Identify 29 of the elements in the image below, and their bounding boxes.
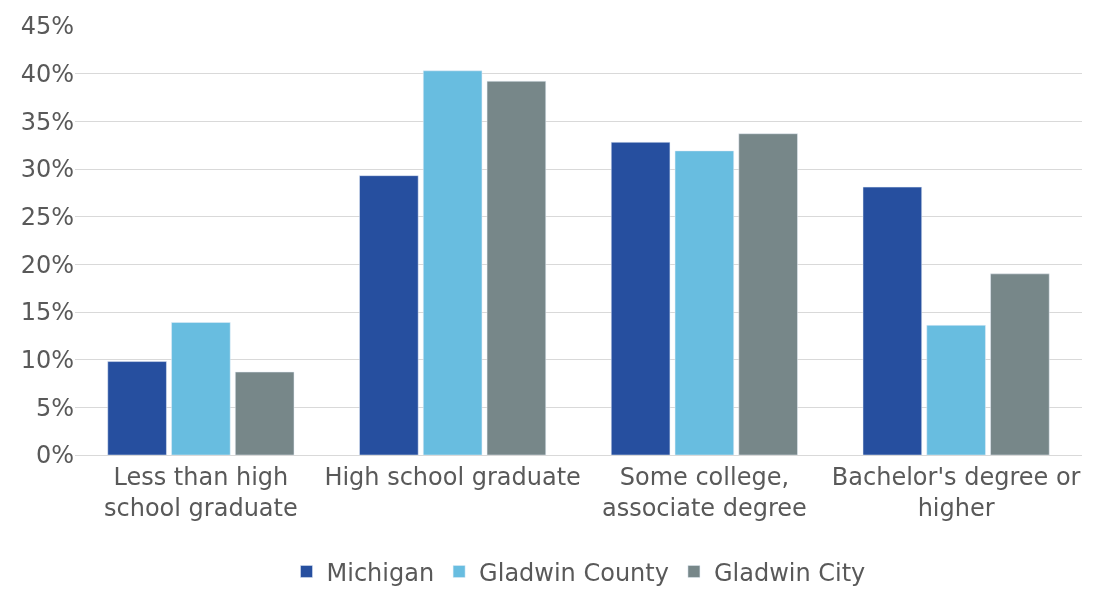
y-tick-label: 5% xyxy=(35,393,74,422)
bar xyxy=(611,142,671,455)
bar xyxy=(486,81,546,455)
x-tick-label: High school graduate xyxy=(324,462,581,491)
y-tick-label: 10% xyxy=(20,346,74,375)
bar xyxy=(107,361,167,455)
legend-label: Gladwin City xyxy=(713,558,866,587)
y-tick-label: 30% xyxy=(20,155,74,184)
y-tick-label: 45% xyxy=(20,12,74,41)
bar xyxy=(359,175,419,455)
y-tick-label: 25% xyxy=(20,203,74,232)
y-tick-label: 0% xyxy=(35,441,74,470)
bar xyxy=(171,322,231,455)
legend-label: Michigan xyxy=(326,558,435,587)
bar xyxy=(926,325,986,455)
y-tick-label: 40% xyxy=(20,60,74,89)
y-tick-label: 35% xyxy=(20,107,74,136)
legend-label: Gladwin County xyxy=(479,558,669,587)
x-tick-label: Bachelor's degree or higher xyxy=(831,462,1081,522)
y-tick-label: 20% xyxy=(20,250,74,279)
bar xyxy=(738,133,798,455)
bar xyxy=(674,150,734,455)
bar xyxy=(423,70,483,455)
bar xyxy=(862,186,922,455)
bar xyxy=(990,273,1050,455)
y-tick-label: 15% xyxy=(20,298,74,327)
bar xyxy=(235,371,295,455)
x-tick-label: Some college, associate degree xyxy=(601,462,807,522)
x-tick-label: Less than high school graduate xyxy=(104,462,298,522)
